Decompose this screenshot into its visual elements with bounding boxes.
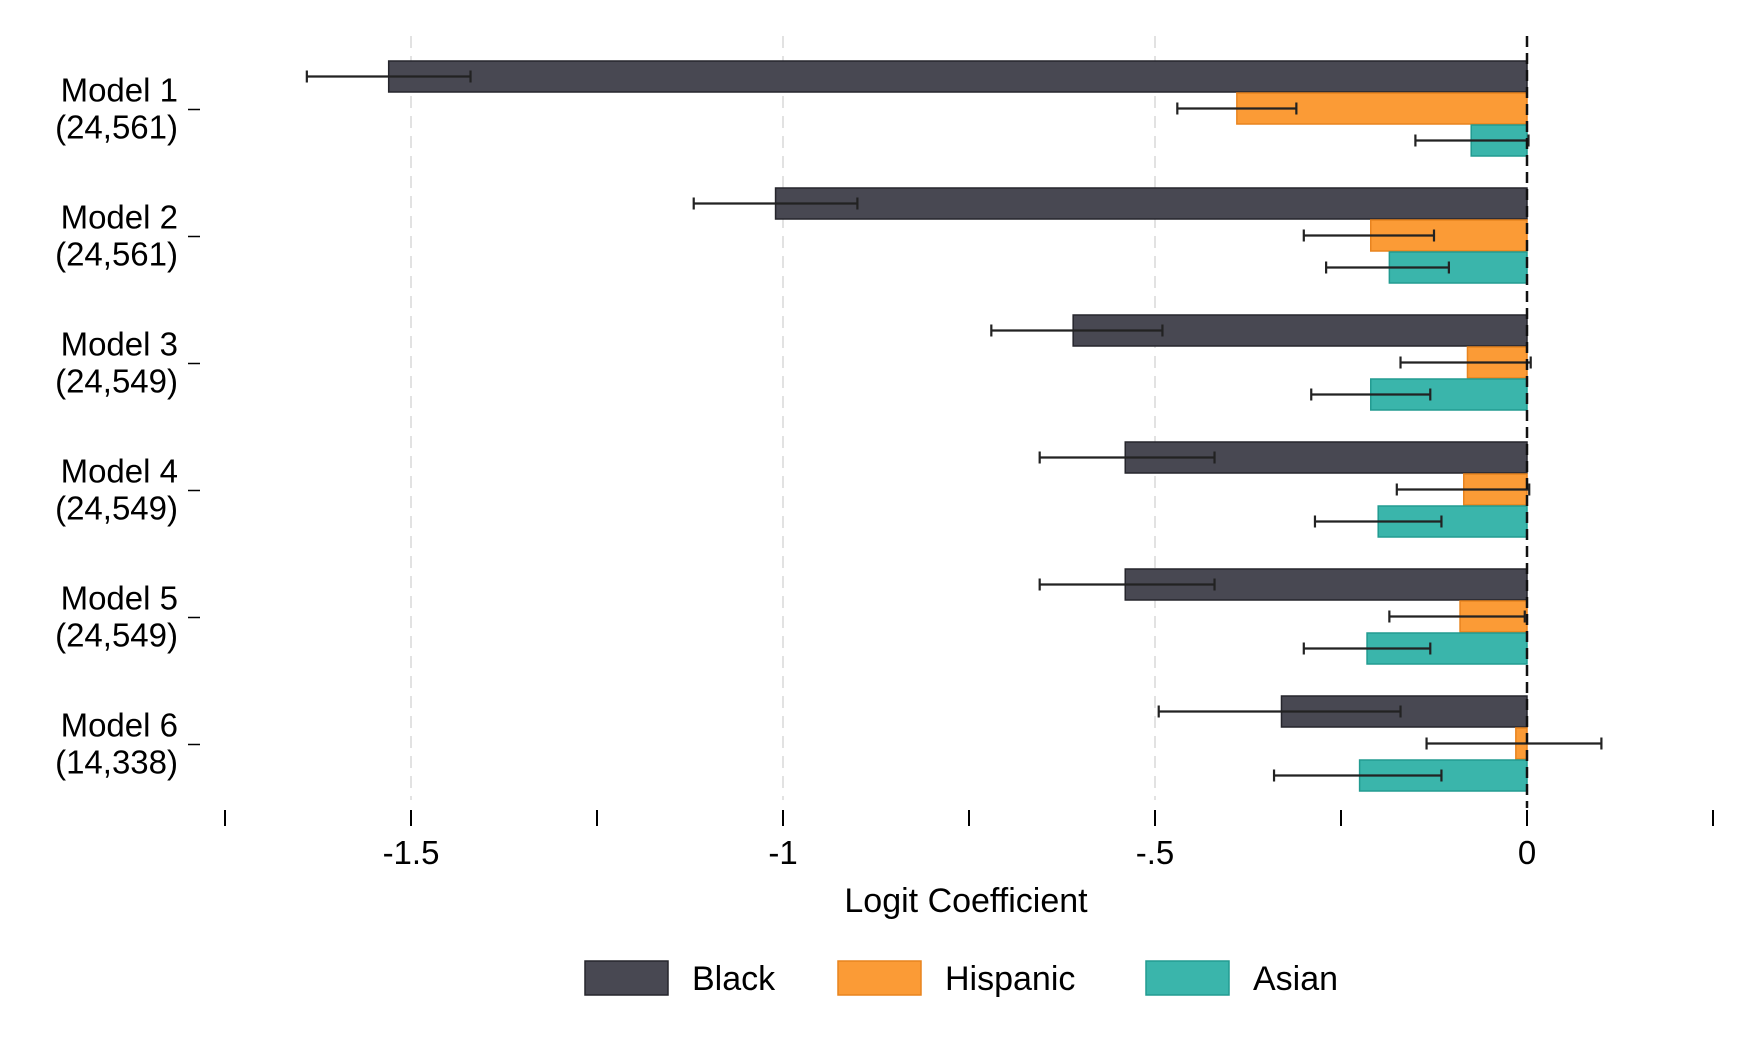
bar-black-model-1 bbox=[387, 60, 1528, 93]
category-label-model-3: Model 3 bbox=[61, 326, 178, 363]
legend-label-hispanic: Hispanic bbox=[945, 960, 1075, 998]
category-n-label-model-4: (24,549) bbox=[55, 490, 178, 527]
legend-item-hispanic: Hispanic bbox=[837, 960, 1075, 998]
bars bbox=[387, 60, 1528, 792]
errorbar-asian-model-1 bbox=[1414, 134, 1530, 147]
legend: Black Hispanic Asian bbox=[584, 960, 1338, 998]
x-tick-label-3: 0 bbox=[1518, 834, 1536, 871]
legend-label-asian: Asian bbox=[1253, 960, 1338, 998]
x-tick-label-1: -1 bbox=[768, 834, 797, 871]
legend-item-asian: Asian bbox=[1145, 960, 1338, 998]
errorbar-hispanic-model-1 bbox=[1176, 102, 1298, 115]
errorbar-asian-model-2 bbox=[1325, 261, 1450, 274]
errorbar-black-model-2 bbox=[692, 197, 859, 210]
legend-swatch-black bbox=[584, 960, 669, 996]
x-tick-label-2: -.5 bbox=[1136, 834, 1175, 871]
category-n-label-model-1: (24,561) bbox=[55, 109, 178, 146]
errorbar-asian-model-4 bbox=[1313, 515, 1443, 528]
legend-item-black: Black bbox=[584, 960, 776, 998]
category-label-model-5: Model 5 bbox=[61, 580, 178, 617]
errorbar-black-model-4 bbox=[1038, 451, 1216, 464]
errorbar-black-model-5 bbox=[1038, 578, 1216, 591]
category-n-label-model-3: (24,549) bbox=[55, 363, 178, 400]
legend-swatch-hispanic bbox=[837, 960, 922, 996]
bar-black-model-2 bbox=[774, 187, 1528, 220]
category-label-model-2: Model 2 bbox=[61, 199, 178, 236]
x-axis-title: Logit Coefficient bbox=[844, 882, 1088, 920]
errorbar-hispanic-model-3 bbox=[1399, 356, 1532, 369]
errorbar-asian-model-5 bbox=[1302, 642, 1432, 655]
errorbar-asian-model-6 bbox=[1272, 769, 1443, 782]
errorbar-hispanic-model-4 bbox=[1395, 483, 1531, 496]
legend-label-black: Black bbox=[692, 960, 776, 998]
category-n-label-model-2: (24,561) bbox=[55, 236, 178, 273]
errorbar-black-model-1 bbox=[305, 70, 472, 83]
category-label-model-6: Model 6 bbox=[61, 707, 178, 744]
errorbar-hispanic-model-6 bbox=[1425, 737, 1603, 750]
bar-asian-model-4 bbox=[1377, 505, 1528, 538]
errorbar-black-model-3 bbox=[990, 324, 1164, 337]
gridlines bbox=[410, 36, 1156, 800]
errorbar-black-model-6 bbox=[1157, 705, 1402, 718]
category-n-label-model-6: (14,338) bbox=[55, 744, 178, 781]
legend-swatch-asian bbox=[1145, 960, 1230, 996]
errorbar-hispanic-model-2 bbox=[1302, 229, 1436, 242]
category-n-label-model-5: (24,549) bbox=[55, 617, 178, 654]
error-bars bbox=[305, 70, 1603, 782]
category-label-model-1: Model 1 bbox=[61, 72, 178, 109]
x-tick-label-0: -1.5 bbox=[383, 834, 440, 871]
category-label-model-4: Model 4 bbox=[61, 453, 178, 490]
errorbar-hispanic-model-5 bbox=[1388, 610, 1526, 623]
errorbar-asian-model-3 bbox=[1310, 388, 1432, 401]
axes: Model 1(24,561)Model 2(24,561)Model 3(24… bbox=[55, 72, 1714, 871]
